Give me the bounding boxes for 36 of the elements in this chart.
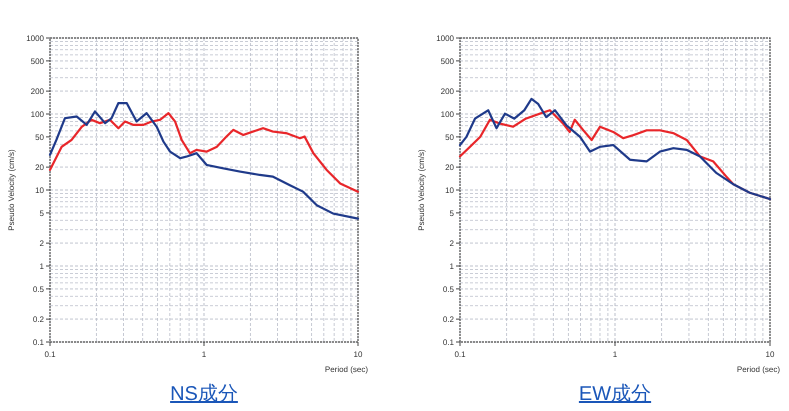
y-tick-label: 50 [445, 132, 455, 142]
y-axis-title: Pseudo Velocity (cm/s) [7, 148, 16, 231]
y-tick-label: 0.2 [32, 315, 45, 324]
y-tick-label: 20 [445, 163, 455, 172]
y-tick-label: 500 [30, 56, 45, 66]
y-tick-label: 5 [40, 208, 45, 218]
y-axis-title: Pseudo Velocity (cm/s) [417, 148, 426, 231]
y-tick-label: 1 [40, 262, 45, 271]
x-tick-label: 1 [202, 350, 207, 359]
y-tick-label: 50 [35, 132, 45, 142]
x-axis-title: Period (sec) [324, 365, 368, 374]
y-tick-label: 0.5 [442, 284, 455, 294]
x-axis-title: Period (sec) [736, 365, 780, 374]
text: EW成分 [578, 383, 652, 405]
y-tick-label: 20 [35, 163, 45, 172]
y-tick-label: 2 [40, 239, 45, 248]
y-tick-label: 5 [450, 208, 455, 218]
y-tick-label: 500 [440, 56, 455, 66]
y-tick-label: 200 [440, 87, 455, 96]
y-tick-label: 1000 [26, 34, 45, 43]
x-tick-label: 10 [766, 350, 775, 359]
x-tick-label: 10 [354, 350, 363, 359]
y-tick-label: 2 [450, 239, 455, 248]
y-tick-label: 0.1 [442, 338, 455, 347]
y-tick-label: 100 [440, 110, 455, 119]
y-tick-label: 100 [30, 110, 45, 119]
y-tick-label: 200 [30, 87, 45, 96]
y-tick-label: 0.1 [32, 338, 45, 347]
y-tick-label: 1 [450, 262, 455, 271]
y-tick-label: 10 [35, 186, 45, 195]
y-tick-label: 0.5 [32, 284, 45, 294]
x-tick-label: 1 [612, 350, 618, 359]
y-tick-label: 0.2 [442, 315, 455, 324]
y-tick-label: 10 [445, 186, 455, 195]
y-tick-label: 1000 [436, 34, 455, 43]
text: NS成分 [170, 383, 238, 405]
